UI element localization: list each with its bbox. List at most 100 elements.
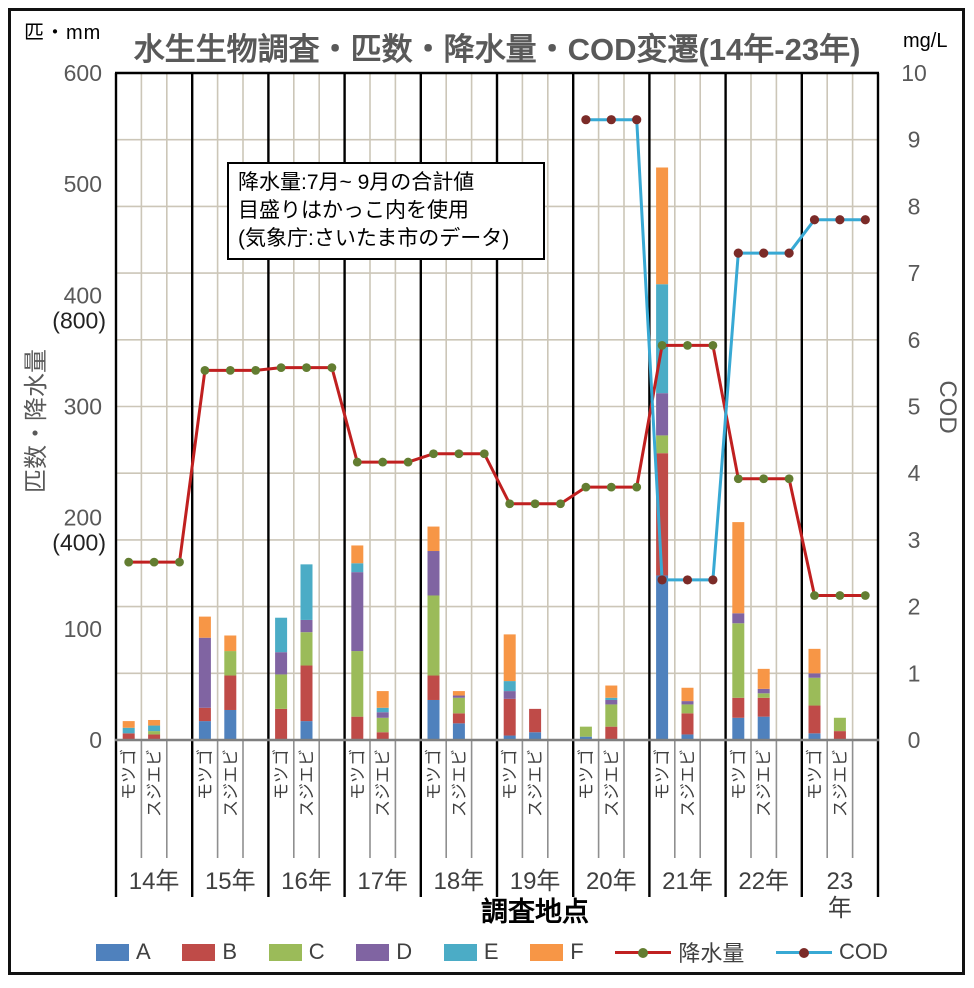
left-axis-title: 匹数・降水量	[23, 349, 50, 493]
bar-segment-17年-モツゴ-E	[351, 563, 364, 573]
legend-label-D: D	[396, 939, 413, 964]
bar-segment-22年-スジエビ-F	[757, 668, 770, 689]
x-axis-title: 調査地点	[481, 897, 589, 927]
legend-swatch-B	[182, 943, 216, 961]
legend-line-marker-降水量	[615, 946, 672, 959]
y-left-tick-500: 500	[64, 171, 102, 197]
bar-segment-16年-モツゴ-E	[275, 617, 288, 653]
bar-segment-14年-スジエビ-E	[148, 725, 161, 732]
bar-segment-15年-スジエビ-B	[224, 675, 237, 710]
bar-segment-21年-スジエビ-F	[681, 687, 694, 702]
precipitation-marker	[657, 340, 667, 350]
y-right-tick-10: 10	[901, 60, 927, 86]
y-right-tick-3: 3	[908, 527, 921, 553]
bar-segment-21年-モツゴ-D	[656, 393, 669, 436]
cod-marker	[606, 115, 616, 125]
y-right-tick-4: 4	[908, 460, 921, 486]
bar-segment-18年-モツゴ-A	[427, 699, 440, 740]
precipitation-marker	[454, 449, 464, 459]
outer-border-frame	[8, 8, 965, 975]
bar-segment-20年-モツゴ-A	[579, 736, 592, 740]
bar-segment-17年-モツゴ-C	[351, 651, 364, 717]
bar-segment-22年-スジエビ-A	[757, 716, 770, 740]
bar-segment-19年-モツゴ-B	[503, 698, 516, 736]
left-axis-unit-label: 匹・mm	[24, 22, 102, 44]
legend-label-降水量: 降水量	[678, 941, 745, 966]
precipitation-marker	[149, 557, 159, 567]
bar-segment-21年-スジエビ-D	[681, 701, 694, 705]
y-left-tick-sub-(800): (800)	[52, 307, 106, 333]
bar-segment-17年-モツゴ-F	[351, 545, 364, 564]
category-label-15年-モツゴ: モツゴ	[195, 749, 215, 800]
category-label-21年-モツゴ: モツゴ	[652, 749, 672, 800]
category-label-22年-モツゴ: モツゴ	[728, 749, 748, 800]
precipitation-marker	[403, 457, 413, 467]
bar-segment-16年-モツゴ-B	[275, 708, 288, 740]
legend-swatch-F	[530, 943, 564, 961]
precipitation-marker	[429, 449, 438, 459]
bar-segment-23年-モツゴ-C	[808, 677, 821, 706]
precipitation-marker	[835, 591, 845, 600]
bar-segment-17年-スジエビ-B	[376, 732, 389, 740]
right-axis-title: COD	[934, 380, 961, 434]
bar-segment-16年-スジエビ-E	[300, 564, 313, 620]
bar-segment-16年-スジエビ-C	[300, 632, 313, 666]
bar-segment-23年-モツゴ-F	[808, 648, 821, 674]
precipitation-marker	[378, 457, 388, 467]
year-label-18年: 18年	[434, 868, 485, 895]
cod-marker	[682, 575, 693, 585]
category-label-14年-スジエビ: スジエビ	[145, 749, 164, 817]
bar-segment-15年-モツゴ-D	[198, 637, 211, 708]
right-axis-unit-label: mg/L	[903, 30, 948, 52]
legend-item-C: C	[268, 939, 325, 965]
category-label-15年-スジエビ: スジエビ	[221, 749, 240, 817]
bar-segment-23年-スジエビ-B	[833, 731, 846, 740]
bar-segment-18年-スジエビ-F	[452, 691, 465, 696]
bar-segment-18年-スジエビ-A	[452, 723, 465, 740]
legend-item-F: F	[530, 939, 584, 965]
category-label-17年-スジエビ: スジエビ	[374, 749, 393, 817]
bar-segment-19年-スジエビ-A	[529, 732, 542, 740]
year-label-23年: 23 年	[827, 868, 854, 922]
legend-item-降水量: 降水量	[615, 936, 744, 968]
precipitation-marker	[556, 499, 565, 509]
bar-segment-23年-モツゴ-A	[808, 733, 821, 740]
precipitation-marker	[327, 363, 337, 372]
bar-segment-19年-モツゴ-F	[503, 634, 516, 682]
bar-segment-15年-スジエビ-A	[224, 709, 237, 740]
precipitation-marker	[581, 482, 591, 492]
precipitation-marker	[606, 482, 616, 492]
precipitation-marker	[632, 482, 642, 492]
bar-segment-22年-モツゴ-C	[732, 623, 745, 698]
legend-label-C: C	[308, 939, 325, 964]
bar-segment-19年-モツゴ-E	[503, 681, 516, 692]
precipitation-marker	[251, 365, 261, 375]
bar-segment-14年-モツゴ-F	[122, 721, 135, 728]
category-label-19年-モツゴ: モツゴ	[500, 749, 520, 800]
category-label-23年-モツゴ: モツゴ	[805, 749, 825, 800]
precipitation-marker	[124, 557, 134, 567]
legend-swatch-D	[356, 943, 390, 961]
category-label-18年-モツゴ: モツゴ	[424, 749, 444, 800]
bar-segment-22年-モツゴ-A	[732, 717, 745, 740]
bar-segment-22年-スジエビ-D	[757, 688, 770, 694]
chart-title: 水生生物調査・匹数・降水量・COD変遷(14年-23年)	[133, 32, 861, 67]
category-label-16年-スジエビ: スジエビ	[298, 749, 317, 817]
bar-segment-19年-モツゴ-D	[503, 691, 516, 699]
year-label-22年: 22年	[738, 868, 789, 895]
cod-marker	[708, 575, 718, 585]
year-label-17年: 17年	[357, 868, 408, 895]
precipitation-marker	[225, 365, 235, 375]
category-label-23年-スジエビ: スジエビ	[831, 749, 850, 817]
y-right-tick-1: 1	[908, 660, 921, 686]
annotation-note-box: 降水量:7月~ 9月の合計値 目盛りはかっこ内を使用 (気象庁:さいたま市のデー…	[227, 162, 545, 260]
legend-label-COD: COD	[839, 939, 888, 964]
bar-segment-16年-モツゴ-D	[275, 652, 288, 675]
category-label-19年-スジエビ: スジエビ	[526, 749, 545, 817]
bar-segment-20年-スジエビ-F	[605, 685, 618, 698]
cod-marker	[860, 215, 870, 225]
cod-marker	[835, 215, 845, 225]
category-label-20年-モツゴ: モツゴ	[576, 749, 596, 800]
precipitation-marker	[784, 474, 794, 484]
